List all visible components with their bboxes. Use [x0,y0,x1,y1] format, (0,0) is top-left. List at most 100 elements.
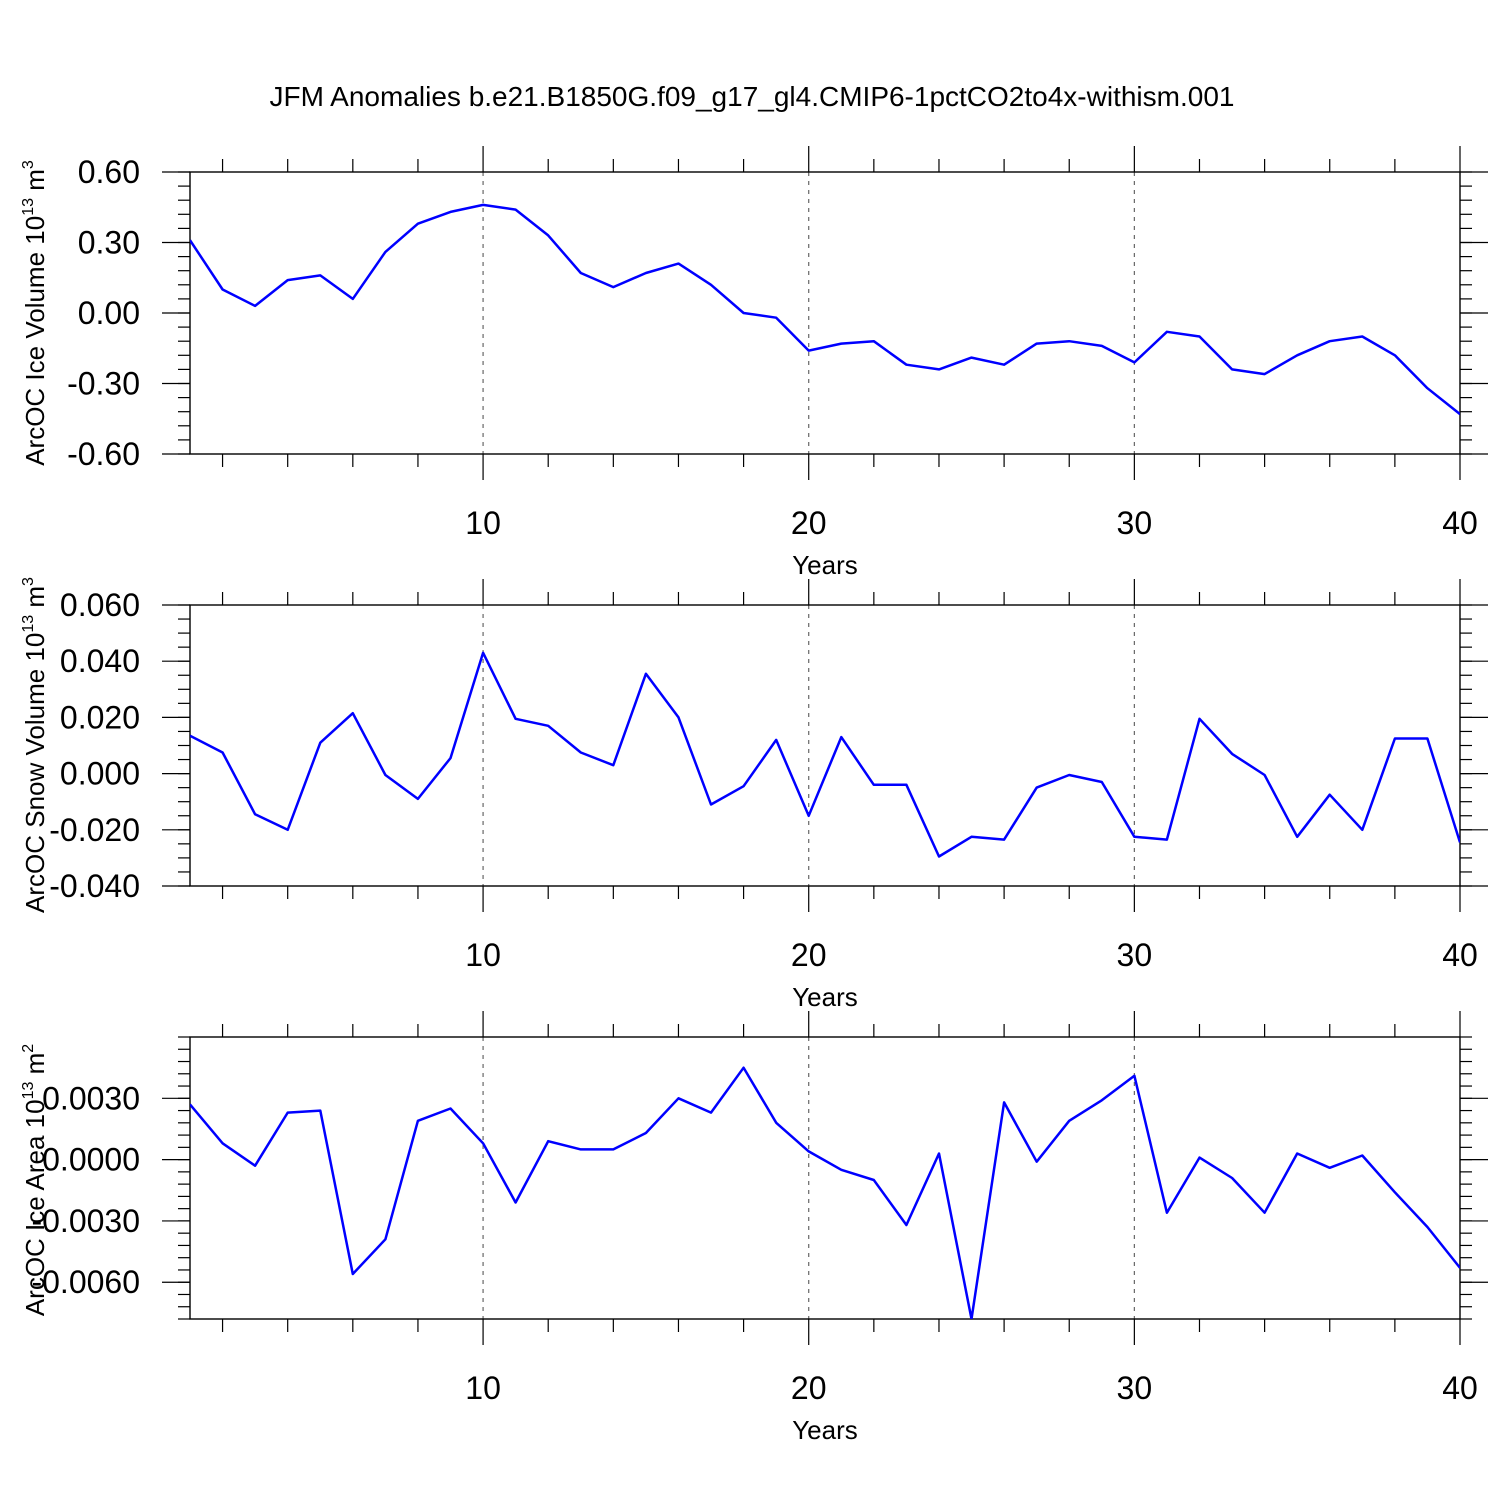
data-point [742,1066,746,1070]
data-point [709,1111,713,1115]
data-point [221,288,225,292]
y-axis-label-unit-exponent: 2 [20,1044,37,1053]
x-tick-label: 30 [1117,937,1153,973]
data-point [970,835,974,839]
y-tick-label: 0.020 [60,699,140,735]
data-point [449,210,453,214]
data-point [676,262,680,266]
data-point [1263,773,1267,777]
data-point [970,356,974,360]
y-axis-label-unit-exponent: 3 [20,160,37,169]
data-point [1328,1166,1332,1170]
data-point [937,1151,941,1155]
data-point [1100,780,1104,784]
plot-frame [189,171,1461,455]
y-axis-label-text: ArcOC Ice Volume 10 [20,216,50,466]
data-point [1328,793,1332,797]
x-tick-label: 10 [465,1370,501,1406]
x-tick-label: 20 [791,1370,827,1406]
data-point [1165,1211,1169,1215]
data-point [1035,786,1039,790]
data-point [742,311,746,315]
y-axis-label: ArcOC Ice Volume 1013 m3 [20,160,50,466]
x-tick-label: 20 [791,505,827,541]
data-point [546,1139,550,1143]
data-point [579,271,583,275]
y-axis-label-unit: m [20,586,50,615]
series-line [190,651,1460,858]
data-point [449,1107,453,1111]
data-point [514,717,518,721]
data-point [286,828,290,832]
data-point [676,1096,680,1100]
data-point [839,1168,843,1172]
data-point [1328,339,1332,343]
data-point [1132,835,1136,839]
data-point [1197,335,1201,339]
data-point [1067,1119,1071,1123]
x-axis-label: Years [792,1415,858,1445]
data-point [1263,372,1267,376]
data-point [807,1149,811,1153]
data-point [872,1178,876,1182]
data-point [188,734,192,738]
data-point [709,803,713,807]
data-point [774,1121,778,1125]
data-point [774,738,778,742]
y-axis-label-unit: m [20,1053,50,1082]
data-point [546,724,550,728]
data-point [611,285,615,289]
data-point [1002,1100,1006,1104]
data-point [676,715,680,719]
data-point [579,751,583,755]
data-point [188,1102,192,1106]
data-point [937,367,941,371]
data-point [1360,335,1364,339]
data-point [1360,1154,1364,1158]
data-point [416,222,420,226]
series-line [190,1066,1460,1319]
series-line [190,203,1460,416]
data-point [351,297,355,301]
x-tick-label: 40 [1442,1370,1478,1406]
data-point [318,1109,322,1113]
data-point [351,1272,355,1276]
data-point [1295,1151,1299,1155]
data-point [644,271,648,275]
x-tick-label: 20 [791,937,827,973]
chart-panel-1: 10 20 30 40 Years 0.60 0.30 0.00 -0.30 -0.60 ArcOC… [20,146,1488,580]
data-point [1165,330,1169,334]
data-point [383,1237,387,1241]
y-tick-label: -0.020 [49,812,140,848]
data-point [416,797,420,801]
data-point [742,784,746,788]
x-tick-label: 10 [465,505,501,541]
y-axis-label-exponent: 13 [20,198,37,216]
data-point [286,1111,290,1115]
data-point [1393,1190,1397,1194]
data-point [481,651,485,655]
data-point [1295,835,1299,839]
data-point [839,342,843,346]
y-tick-label: 0.0030 [42,1080,140,1116]
x-tick-label: 30 [1117,1370,1153,1406]
data-point [1067,773,1071,777]
y-tick-label: 0.60 [78,154,140,190]
y-tick-label: -0.30 [67,366,140,402]
data-point [1263,1211,1267,1215]
x-tick-label: 10 [465,937,501,973]
data-point [286,278,290,282]
data-point [1458,412,1462,416]
plot-frame [189,604,1461,887]
panels: 10 20 30 40 Years 0.60 0.30 0.00 -0.30 -0.60 ArcOC… [20,146,1488,1445]
data-point [1360,828,1364,832]
data-point [351,711,355,715]
data-point [1393,736,1397,740]
data-point [1035,1160,1039,1164]
data-point [774,316,778,320]
data-point [904,363,908,367]
data-point [904,1223,908,1227]
y-tick-label: 0.30 [78,225,140,261]
data-point [839,735,843,739]
y-axis-label-text: ArcOC Snow Volume 10 [20,633,50,913]
